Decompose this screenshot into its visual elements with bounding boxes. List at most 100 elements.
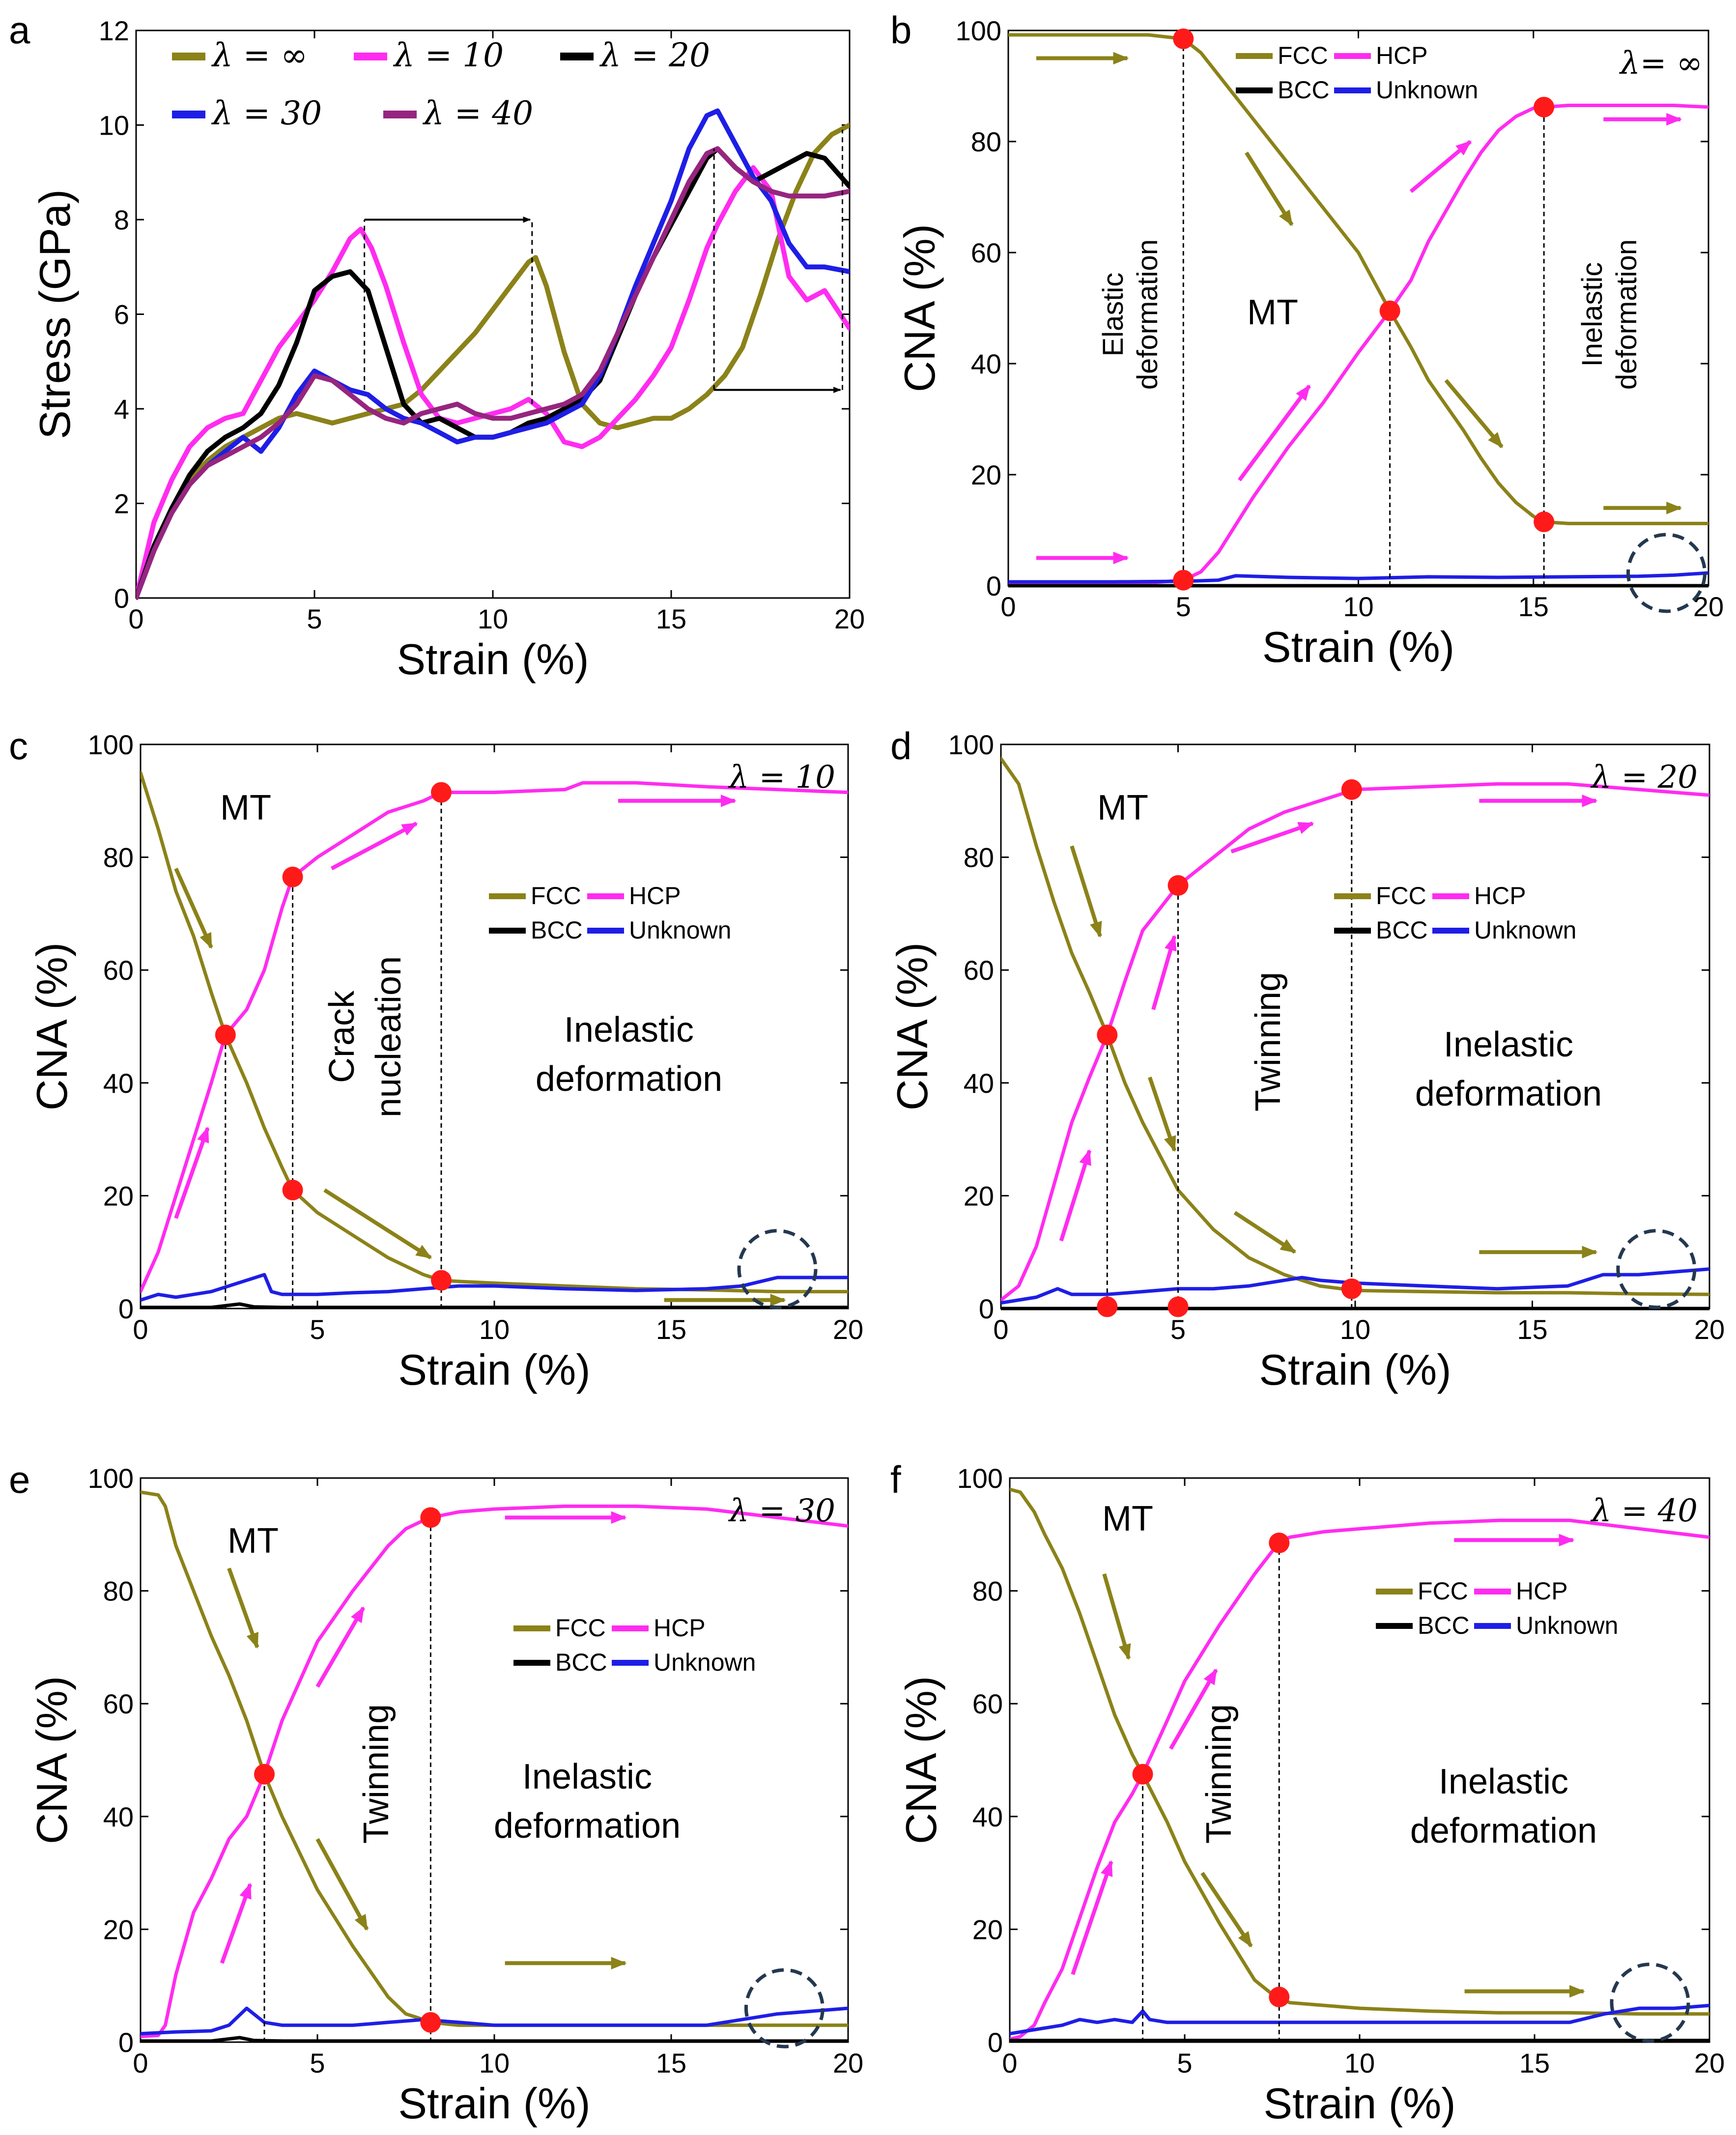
transition-marker [1269, 1987, 1290, 2008]
y-tick-label: 20 [103, 1914, 134, 1945]
x-tick-label: 5 [1170, 1314, 1186, 1345]
direction-arrow [174, 867, 213, 949]
region-label: deformation [1132, 239, 1164, 390]
x-axis-label: Strain (%) [1259, 1345, 1451, 1394]
direction-arrow [1059, 1149, 1092, 1242]
direction-arrow [323, 1188, 432, 1260]
direction-arrow [1169, 1668, 1218, 1750]
legend-label: λ = 40 [422, 94, 533, 132]
panel-letter: c [9, 724, 28, 768]
y-tick-label: 20 [103, 1180, 134, 1211]
y-tick-label: 20 [971, 459, 1001, 490]
x-axis-label: Strain (%) [398, 2079, 590, 2128]
y-tick-label: 0 [118, 1293, 134, 1324]
y-tick-label: 100 [948, 729, 994, 760]
transition-marker [1097, 1025, 1118, 1046]
x-tick-label: 15 [656, 1314, 686, 1345]
legend-label: Unknown [1474, 916, 1576, 944]
series-bcc-line [141, 1302, 848, 1309]
region-label: deformation [1410, 1811, 1597, 1850]
legend: FCC HCP BCC Unknown [1376, 1577, 1618, 1639]
region-label: Inelastic [1576, 262, 1608, 367]
legend-label: FCC [531, 882, 581, 910]
series-fcc-line [141, 770, 848, 1294]
y-tick-label: 4 [114, 394, 129, 425]
legend-label: HCP [1376, 42, 1428, 69]
transition-marker [1173, 28, 1194, 49]
x-tick-label: 10 [479, 2048, 510, 2078]
panel-c: 0 5 10 15 20 0 20 40 60 80 100 Strain (%) CNA (%) [28, 729, 863, 1394]
transition-marker [1534, 512, 1555, 533]
legend-label: Unknown [1376, 76, 1478, 104]
y-tick-label: 100 [88, 729, 134, 760]
direction-arrow [1238, 384, 1311, 482]
series-hcp-line [141, 781, 848, 1294]
y-tick-label: 60 [103, 1688, 134, 1719]
x-tick-label: 20 [833, 1314, 863, 1345]
series-group [141, 1490, 848, 2043]
x-tick-label: 20 [1694, 1314, 1725, 1345]
transition-marker [1167, 875, 1189, 896]
region-label: MT [1247, 293, 1298, 332]
series-fcc-line [1001, 757, 1709, 1296]
region-label: Inelastic [1444, 1025, 1573, 1064]
legend: FCC HCP BCC Unknown [513, 1614, 756, 1676]
y-tick-label: 80 [972, 1576, 1003, 1607]
lambda-label: λ = 20 [1590, 759, 1698, 796]
y-tick-label: 60 [971, 237, 1001, 268]
plot-frame [140, 743, 849, 1309]
panel-letter: b [890, 8, 911, 52]
region-label: Twinning [1249, 972, 1288, 1111]
x-tick-label: 10 [478, 603, 508, 634]
y-tick-label: 8 [114, 204, 129, 235]
region-label: Inelastic [564, 1010, 694, 1050]
legend-label: BCC [1376, 916, 1428, 944]
y-tick-label: 20 [964, 1180, 994, 1211]
region-label: deformation [1611, 239, 1643, 390]
y-tick-label: 40 [103, 1068, 134, 1099]
x-tick-label: 15 [1517, 1314, 1547, 1345]
lambda-label: λ= ∞ [1619, 45, 1703, 82]
series-unknown-line [141, 2006, 848, 2036]
y-tick-label: 40 [971, 348, 1001, 379]
series-hcp-line [141, 1504, 848, 2038]
panel-c-extras: MT Crack nucleation Inelastic deformation λ =… [174, 759, 835, 1309]
y-axis-label: CNA (%) [895, 224, 944, 392]
x-axis-label: Strain (%) [1263, 2079, 1455, 2128]
legend-label: HCP [654, 1614, 706, 1642]
legend-label: λ = ∞ [211, 36, 308, 74]
y-tick-label: 40 [972, 1801, 1003, 1832]
lambda-label: λ = 40 [1590, 1493, 1698, 1529]
transition-marker [1167, 1296, 1189, 1317]
series--30-line [136, 108, 850, 600]
transition-marker [282, 866, 303, 887]
y-tick-label: 40 [103, 1801, 134, 1832]
x-axis-label: Strain (%) [1262, 623, 1454, 671]
transition-marker [1173, 569, 1194, 591]
panel-f: 0 5 10 15 20 0 20 40 60 80 100 Strain (%) CNA (%) [897, 1463, 1725, 2128]
y-tick-label: 80 [964, 842, 994, 873]
transition-marker [282, 1179, 303, 1200]
x-tick-label: 5 [307, 603, 322, 634]
y-tick-label: 0 [979, 1293, 994, 1324]
highlight-circle [1616, 1229, 1697, 1309]
y-tick-label: 80 [103, 1576, 134, 1607]
legend-label: HCP [1474, 882, 1526, 910]
region-label: deformation [1415, 1074, 1602, 1113]
region-label: nucleation [369, 956, 408, 1117]
y-axis-label: CNA (%) [897, 1676, 945, 1844]
plot-frame [140, 1477, 849, 2043]
direction-arrow [1444, 379, 1504, 449]
transition-marker [420, 1507, 441, 1528]
x-tick-label: 0 [133, 1314, 148, 1345]
transition-marker [1097, 1296, 1118, 1317]
y-tick-label: 0 [988, 2027, 1003, 2058]
direction-arrow [315, 1606, 366, 1688]
highlight-circle [744, 1968, 825, 2049]
x-tick-label: 10 [1344, 2048, 1375, 2078]
lambda-label: λ = 30 [728, 1493, 835, 1529]
legend-label: FCC [1418, 1577, 1468, 1605]
region-label: deformation [536, 1059, 722, 1099]
legend-label: BCC [1418, 1612, 1470, 1639]
